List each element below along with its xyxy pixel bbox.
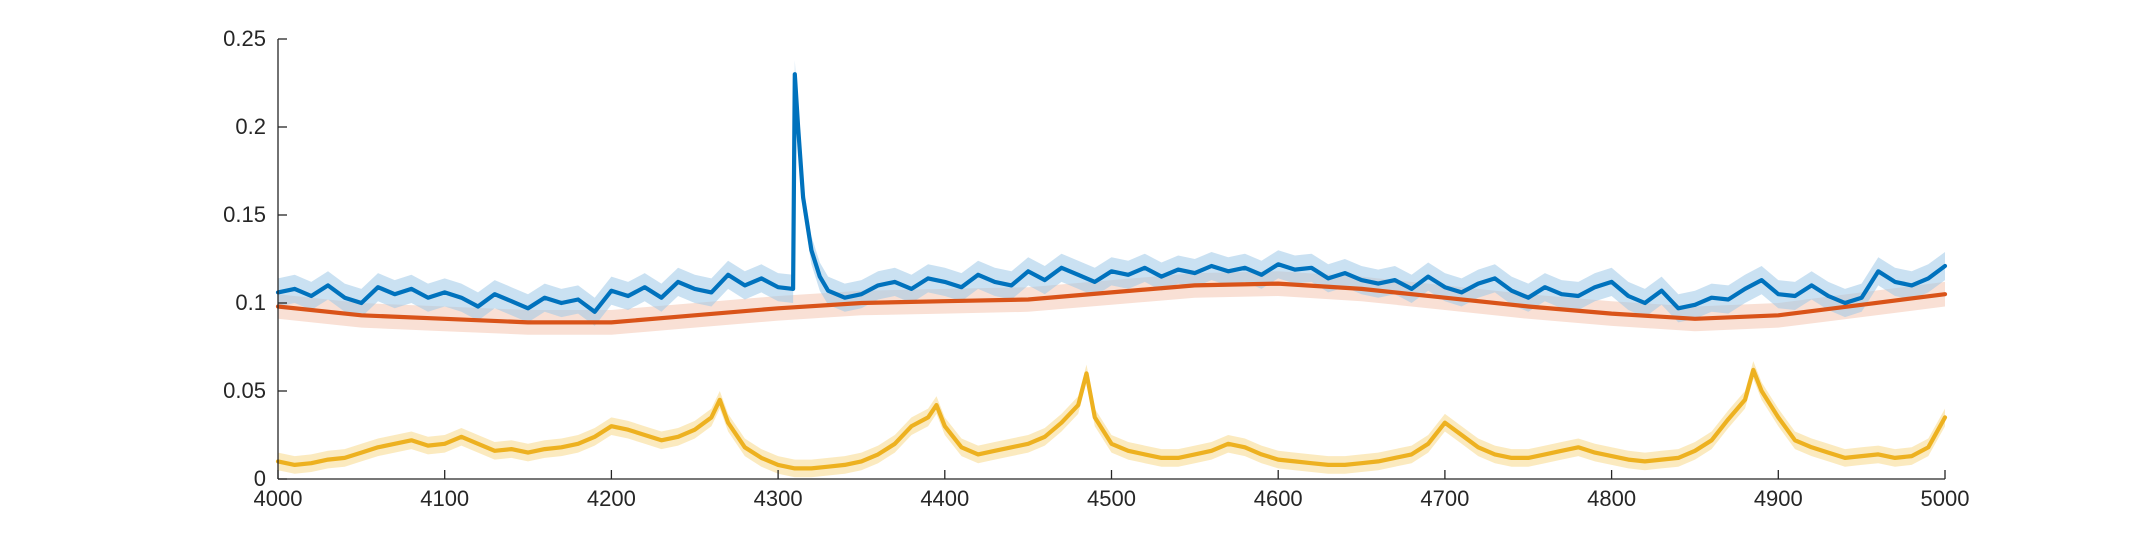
x-tick-label: 5000 — [1921, 486, 1970, 511]
x-tick-label: 4800 — [1587, 486, 1636, 511]
y-axis-ticks: 0 0.05 0.1 0.15 0.2 0.25 — [223, 26, 287, 491]
x-tick-label: 4400 — [920, 486, 969, 511]
x-tick-label: 4100 — [420, 486, 469, 511]
y-tick-label: 0.2 — [235, 114, 266, 139]
x-tick-label: 4000 — [254, 486, 303, 511]
x-axis-ticks: 4000 4100 4200 4300 4400 4500 4600 4700 4800 4900… — [254, 470, 1970, 511]
y-tick-label: 0.1 — [235, 290, 266, 315]
series-1-line — [275, 72, 1948, 314]
series-2-line — [275, 281, 1948, 325]
y-tick-label: 0.25 — [223, 26, 266, 51]
series-lines — [275, 72, 1948, 471]
series-3-line — [275, 367, 1948, 471]
y-tick-label: 0.15 — [223, 202, 266, 227]
x-tick-label: 4600 — [1254, 486, 1303, 511]
x-tick-label: 4900 — [1754, 486, 1803, 511]
y-tick-label: 0 — [254, 466, 266, 491]
x-tick-label: 4200 — [587, 486, 636, 511]
x-tick-label: 4300 — [754, 486, 803, 511]
x-tick-label: 4500 — [1087, 486, 1136, 511]
y-tick-label: 0.05 — [223, 378, 266, 403]
x-tick-label: 4700 — [1420, 486, 1469, 511]
series-2-band — [278, 271, 1945, 335]
series-3-band — [278, 361, 1945, 478]
confidence-bands — [278, 60, 1945, 478]
